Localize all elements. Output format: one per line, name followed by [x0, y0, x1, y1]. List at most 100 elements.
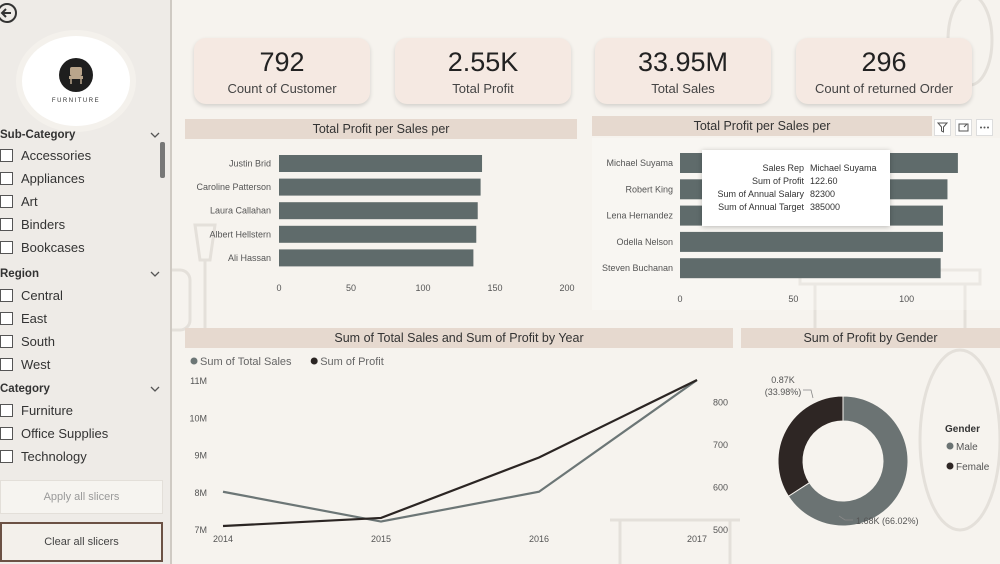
bar[interactable] [279, 178, 481, 196]
bar-chart-profit-per-sales-left[interactable]: Justin Brid Caroline Patterson Laura Calla… [185, 142, 577, 300]
tooltip-value: Michael Suyama [810, 163, 877, 173]
slicer-item-technology[interactable]: Technology [0, 446, 87, 466]
slicer-item-office-supplies[interactable]: Office Supplies [0, 423, 108, 443]
slicer-scrollbar[interactable] [160, 142, 165, 178]
legend-label: Sum of Total Sales [200, 356, 292, 368]
checkbox[interactable] [0, 171, 13, 185]
donut-slice[interactable] [787, 395, 909, 527]
slicer-item-art[interactable]: Art [0, 191, 38, 211]
slicer-item-central[interactable]: Central [0, 285, 63, 305]
data-label: 1.68K (66.02%) [856, 516, 919, 526]
kpi-value: 33.95M [637, 46, 729, 77]
donut-chart-profit-by-gender[interactable]: 1.68K (66.02%) 0.87K (33.98%) Gender Male Fem… [741, 350, 1000, 564]
leader-line [838, 515, 853, 521]
slicer-item-bookcases[interactable]: Bookcases [0, 237, 85, 257]
apply-all-slicers-button[interactable]: Apply all slicers [0, 480, 163, 514]
tooltip-value: 82300 [810, 189, 836, 199]
checkbox[interactable] [0, 194, 13, 208]
kpi-card-total-profit: 2.55K Total Profit [395, 38, 571, 104]
bar[interactable] [279, 155, 483, 172]
tooltip-row: Sales Rep Michael Suyama [702, 163, 890, 175]
slicer-item-west[interactable]: West [0, 354, 50, 374]
slicer-title: Region [0, 268, 39, 280]
furniture-logo: FURNITURE [22, 36, 130, 126]
bar-category-label: Odella Nelson [616, 237, 673, 247]
legend-marker [946, 442, 954, 450]
legend-marker [310, 357, 318, 365]
bar[interactable] [680, 231, 943, 252]
x-tick-label: 50 [346, 283, 356, 293]
checkbox[interactable] [0, 288, 13, 302]
x-tick-label: 100 [415, 283, 430, 293]
tooltip-key: Sum of Annual Salary [717, 189, 804, 199]
checkbox[interactable] [0, 403, 13, 417]
checkbox[interactable] [0, 240, 13, 254]
focus-mode-icon[interactable] [955, 119, 972, 136]
clear-all-slicers-button[interactable]: Clear all slicers [0, 522, 163, 562]
slicer-item-accessories[interactable]: Accessories [0, 145, 91, 165]
x-tick-label: 2014 [213, 534, 233, 544]
slicer-item-east[interactable]: East [0, 308, 47, 328]
slicer-item-label: Art [21, 193, 38, 209]
series-line [222, 379, 698, 523]
x-tick-label: 50 [788, 294, 798, 304]
checkbox[interactable] [0, 217, 13, 231]
chevron-down-icon[interactable] [150, 384, 160, 394]
chart-tooltip: Sales Rep Michael Suyama Sum of Profit 122… [702, 150, 890, 226]
slicer-item-label: West [21, 356, 51, 372]
slicer-header-sub-category[interactable]: Sub-Category [0, 126, 162, 144]
bar-category-label: Justin Brid [229, 159, 271, 169]
checkbox[interactable] [0, 449, 13, 463]
checkbox[interactable] [0, 311, 13, 325]
filter-icon[interactable] [934, 119, 951, 136]
kpi-card-total-sales: 33.95M Total Sales [595, 38, 771, 104]
tooltip-value: 385000 [810, 202, 841, 212]
bar[interactable] [680, 258, 941, 279]
back-arrow-icon[interactable] [0, 2, 18, 24]
legend-label: Female [956, 462, 990, 473]
kpi-label: Count of returned Order [814, 80, 954, 96]
bar[interactable] [279, 202, 478, 220]
slicer-item-south[interactable]: South [0, 331, 55, 351]
checkbox[interactable] [0, 426, 13, 440]
x-tick-label: 0 [276, 283, 281, 293]
chart-title-sales-profit-by-year: Sum of Total Sales and Sum of Profit by … [185, 328, 733, 348]
tooltip-key: Sum of Annual Target [718, 202, 804, 212]
kpi-value: 296 [861, 46, 907, 77]
slicer-item-label: Furniture [21, 402, 74, 418]
data-label: (33.98%) [765, 387, 802, 397]
chevron-down-icon[interactable] [150, 269, 160, 279]
tooltip-value: 122.60 [810, 176, 838, 186]
y-left-tick-label: 7M [194, 525, 207, 535]
bar-category-label: Caroline Patterson [196, 182, 271, 192]
slicer-item-binders[interactable]: Binders [0, 214, 65, 234]
chart-title-profit-by-gender: Sum of Profit by Gender [741, 328, 1000, 348]
bar[interactable] [279, 249, 474, 267]
y-right-tick-label: 700 [713, 440, 728, 450]
slicer-item-label: East [21, 310, 48, 326]
kpi-value: 792 [259, 46, 305, 77]
data-label: 0.87K [771, 375, 795, 385]
tooltip-row: Sum of Profit 122.60 [702, 176, 890, 188]
donut-slice[interactable] [777, 395, 844, 497]
slicer-item-label: Central [21, 287, 63, 303]
slicer-item-label: Binders [21, 216, 66, 232]
bar-category-label: Michael Suyama [606, 158, 673, 168]
y-left-tick-label: 8M [194, 488, 207, 498]
bar-category-label: Albert Hellstern [209, 229, 271, 239]
slicer-header-category[interactable]: Category [0, 380, 162, 398]
legend-marker [190, 357, 198, 365]
checkbox[interactable] [0, 357, 13, 371]
chevron-down-icon[interactable] [150, 130, 160, 140]
chart-title-profit-per-sales-right: Total Profit per Sales per [592, 116, 932, 136]
slicer-header-region[interactable]: Region [0, 265, 162, 283]
slicer-item-furniture[interactable]: Furniture [0, 400, 73, 420]
slicer-item-appliances[interactable]: Appliances [0, 168, 85, 188]
line-chart-sales-profit-by-year[interactable]: Sum of Total Sales Sum of Profit 7M 8M 9M 10M… [185, 350, 733, 564]
checkbox[interactable] [0, 148, 13, 162]
checkbox[interactable] [0, 334, 13, 348]
bar[interactable] [279, 225, 477, 243]
more-options-icon[interactable] [976, 119, 993, 136]
chart-title-profit-per-sales-left: Total Profit per Sales per [185, 119, 577, 139]
kpi-value: 2.55K [447, 46, 519, 77]
